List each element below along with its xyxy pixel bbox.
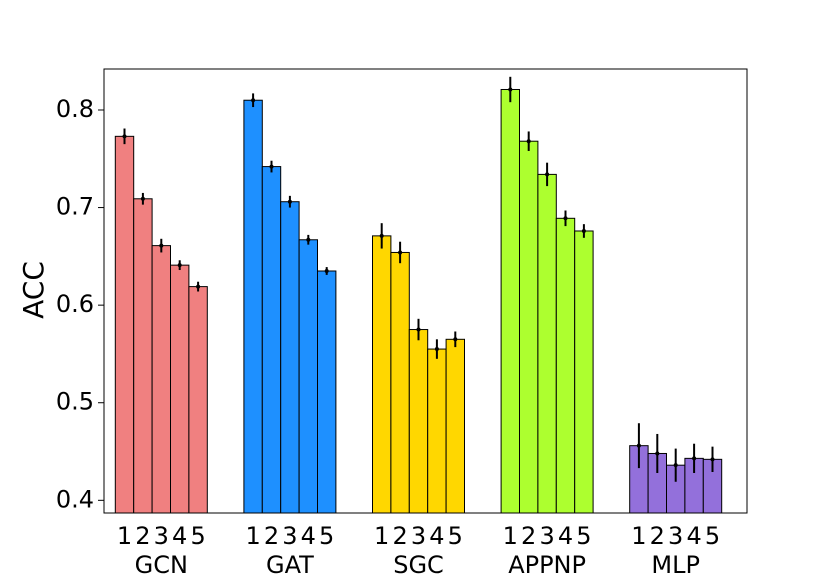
y-tick-label: 0.4 xyxy=(56,485,94,513)
bar xyxy=(372,235,392,514)
error-center xyxy=(563,216,568,221)
bar xyxy=(261,166,282,514)
bar xyxy=(114,135,135,514)
y-tick-label: 0.6 xyxy=(56,290,94,318)
error-center xyxy=(655,451,660,456)
bar xyxy=(317,270,337,514)
bar xyxy=(537,173,557,514)
group-label: APPNP xyxy=(508,551,586,578)
x-tick-label: 5 xyxy=(705,522,720,550)
x-tick-label: 1 xyxy=(245,522,260,550)
error-center xyxy=(306,237,311,242)
error-center xyxy=(710,457,715,462)
error-center xyxy=(140,196,145,201)
y-tick-label: 0.8 xyxy=(56,95,94,123)
x-tick-label: 3 xyxy=(539,522,554,550)
bar xyxy=(170,264,190,514)
x-tick-label: 1 xyxy=(374,522,389,550)
x-tick-label: 3 xyxy=(668,522,683,550)
plot-frame xyxy=(103,68,748,514)
bar xyxy=(188,286,208,514)
x-tick-label: 2 xyxy=(135,522,150,550)
group-label: GCN xyxy=(135,551,188,578)
error-center xyxy=(196,284,201,289)
error-center xyxy=(379,233,384,238)
bar xyxy=(519,140,539,514)
error-center xyxy=(673,463,678,468)
error-center xyxy=(269,164,274,169)
error-center xyxy=(287,199,292,204)
error-center xyxy=(122,134,127,139)
group-label: SGC xyxy=(393,551,444,578)
error-center xyxy=(526,139,531,144)
group-label: MLP xyxy=(651,551,700,578)
x-tick-label: 4 xyxy=(429,522,444,550)
group-label: GAT xyxy=(266,551,314,578)
x-tick-label: 4 xyxy=(172,522,187,550)
bar xyxy=(151,245,172,514)
bar xyxy=(574,230,594,514)
bar xyxy=(390,251,410,514)
error-center xyxy=(159,243,164,248)
x-tick-label: 5 xyxy=(576,522,591,550)
x-tick-label: 5 xyxy=(448,522,463,550)
y-tick-label: 0.7 xyxy=(56,193,94,221)
y-tick-label: 0.5 xyxy=(56,388,94,416)
bar xyxy=(243,99,263,514)
x-tick-label: 3 xyxy=(282,522,297,550)
x-tick-label: 5 xyxy=(190,522,205,550)
x-tick-label: 2 xyxy=(521,522,536,550)
bar xyxy=(427,348,447,514)
error-center xyxy=(692,456,697,461)
error-center xyxy=(324,268,329,273)
x-tick-label: 4 xyxy=(558,522,573,550)
error-center xyxy=(416,327,421,332)
x-tick-label: 4 xyxy=(686,522,701,550)
error-center xyxy=(545,172,550,177)
bar xyxy=(555,217,576,514)
bar xyxy=(500,88,521,514)
x-tick-label: 2 xyxy=(650,522,665,550)
error-center xyxy=(251,98,256,103)
x-tick-label: 1 xyxy=(503,522,518,550)
x-tick-label: 3 xyxy=(411,522,426,550)
x-tick-label: 4 xyxy=(301,522,316,550)
error-center xyxy=(581,228,586,233)
error-center xyxy=(434,347,439,352)
error-center xyxy=(508,87,513,92)
x-tick-label: 2 xyxy=(392,522,407,550)
bar xyxy=(408,329,429,514)
x-tick-label: 5 xyxy=(319,522,334,550)
y-axis-label: ACC xyxy=(17,261,50,319)
x-tick-label: 1 xyxy=(631,522,646,550)
error-center xyxy=(177,263,182,268)
error-center xyxy=(636,443,641,448)
bar xyxy=(445,338,466,514)
x-tick-label: 3 xyxy=(154,522,169,550)
bar xyxy=(133,198,153,514)
x-tick-label: 2 xyxy=(264,522,279,550)
error-center xyxy=(453,337,458,342)
bar xyxy=(298,239,319,514)
error-center xyxy=(398,250,403,255)
x-tick-label: 1 xyxy=(117,522,132,550)
bar xyxy=(280,201,300,514)
